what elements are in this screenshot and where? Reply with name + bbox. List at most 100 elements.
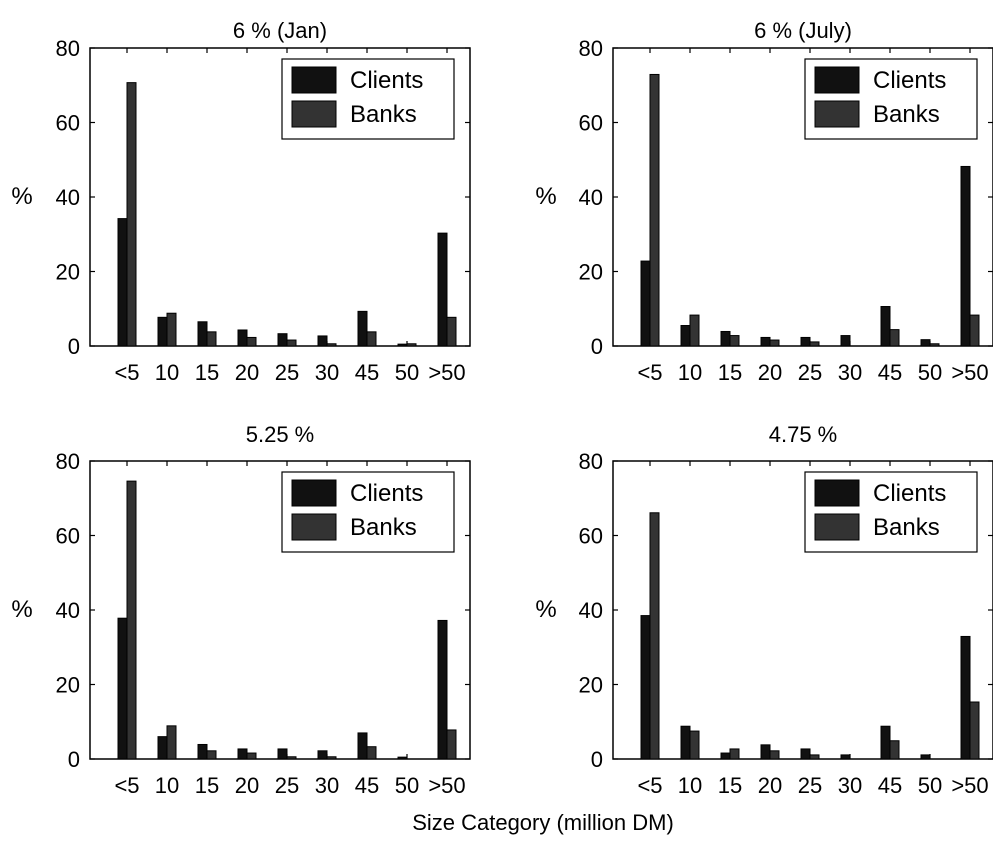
bar-clients-8 (920, 754, 931, 760)
chart-panel-2: 6 % (July)% 0 20 40 60 80 <5 10 15 20 25 30 45 50 >50 C… (535, 18, 993, 385)
legend-swatch-banks (291, 100, 337, 128)
chart-title: 6 % (July) (754, 18, 852, 43)
chart-title: 6 % (Jan) (233, 18, 327, 43)
bar-clients-1 (640, 615, 651, 760)
bar-clients-4 (760, 336, 771, 347)
x-tick-label: 50 (395, 773, 419, 798)
bar-clients-5 (277, 748, 288, 760)
y-tick-label: 60 (56, 524, 80, 549)
legend-swatch-clients (814, 66, 860, 94)
legend: Clients Banks (804, 58, 978, 140)
bar-clients-3 (197, 743, 208, 760)
y-tick-label: 0 (68, 747, 80, 772)
bar-clients-5 (277, 333, 288, 347)
y-tick-label: 60 (579, 524, 603, 549)
bar-clients-2 (680, 725, 691, 760)
legend: Clients Banks (281, 58, 455, 140)
x-tick-label: <5 (114, 773, 139, 798)
y-tick-label: 80 (56, 36, 80, 61)
bar-clients-5 (800, 336, 811, 347)
x-tick-label: 25 (798, 773, 822, 798)
bar-banks-4 (246, 336, 257, 347)
legend-label-banks: Banks (350, 514, 417, 541)
x-tick-label: >50 (428, 773, 465, 798)
y-tick-label: 80 (579, 36, 603, 61)
y-tick-label: 40 (56, 598, 80, 623)
y-axis-label: % (11, 183, 32, 210)
bar-banks-9 (969, 314, 980, 347)
x-tick-label: 30 (315, 773, 339, 798)
bar-banks-7 (889, 740, 900, 760)
bar-banks-5 (286, 339, 297, 347)
legend-label-banks: Banks (873, 514, 940, 541)
x-tick-label: 50 (395, 360, 419, 385)
legend-swatch-banks (814, 100, 860, 128)
bar-banks-5 (286, 756, 297, 760)
chart-title: 5.25 % (246, 422, 315, 447)
bar-clients-6 (317, 335, 328, 347)
bar-banks-3 (206, 750, 217, 760)
figure-x-axis-label: Size Category (million DM) (412, 810, 674, 835)
bar-banks-3 (206, 331, 217, 347)
legend-label-clients: Clients (873, 67, 946, 94)
y-tick-label: 20 (579, 260, 603, 285)
x-tick-label: 45 (878, 360, 902, 385)
legend-swatch-clients (291, 479, 337, 507)
bar-banks-9 (969, 701, 980, 760)
bar-banks-5 (809, 341, 820, 347)
bar-banks-4 (769, 339, 780, 347)
bar-banks-8 (929, 343, 940, 347)
legend-swatch-banks (291, 513, 337, 541)
y-tick-label: 40 (579, 598, 603, 623)
legend-swatch-clients (291, 66, 337, 94)
x-tick-label: 20 (758, 360, 782, 385)
y-axis-label: % (535, 596, 556, 623)
legend-label-banks: Banks (350, 101, 417, 128)
bar-clients-7 (880, 306, 891, 347)
x-tick-label: 10 (155, 360, 179, 385)
bar-banks-7 (889, 329, 900, 347)
y-tick-label: 20 (56, 673, 80, 698)
legend: Clients Banks (281, 471, 455, 553)
bar-clients-4 (237, 329, 248, 347)
bar-clients-5 (800, 748, 811, 760)
bar-clients-9 (960, 635, 971, 760)
x-tick-label: 10 (678, 773, 702, 798)
bar-clients-1 (117, 218, 128, 347)
bar-clients-6 (317, 750, 328, 760)
y-tick-label: 80 (56, 449, 80, 474)
bar-banks-2 (689, 730, 700, 760)
bar-clients-7 (880, 725, 891, 760)
bar-banks-2 (166, 725, 177, 760)
chart-title: 4.75 % (769, 422, 838, 447)
y-tick-label: 40 (56, 185, 80, 210)
y-axis-label: % (11, 596, 32, 623)
x-tick-label: 20 (758, 773, 782, 798)
y-tick-label: 0 (591, 334, 603, 359)
bar-banks-5 (809, 754, 820, 760)
x-tick-label: 50 (918, 773, 942, 798)
y-tick-label: 20 (579, 673, 603, 698)
x-tick-label: <5 (637, 360, 662, 385)
bar-banks-2 (166, 312, 177, 347)
y-tick-label: 20 (56, 260, 80, 285)
bar-banks-4 (246, 752, 257, 760)
x-tick-label: 20 (235, 773, 259, 798)
bar-clients-8 (920, 339, 931, 347)
bar-clients-4 (237, 748, 248, 760)
bar-clients-6 (840, 335, 851, 347)
bar-banks-6 (326, 756, 337, 760)
chart-panel-3: 5.25 %% 0 20 40 60 80 <5 10 15 20 25 30 45 50 >50 Clien… (11, 422, 471, 798)
bar-banks-7 (366, 746, 377, 760)
legend-label-clients: Clients (350, 67, 423, 94)
bar-banks-3 (729, 748, 740, 760)
bar-clients-8 (397, 343, 408, 347)
bar-banks-3 (729, 335, 740, 347)
bar-banks-2 (689, 314, 700, 347)
legend-label-clients: Clients (873, 480, 946, 507)
bar-clients-1 (117, 617, 128, 760)
bar-clients-3 (720, 752, 731, 760)
bar-banks-1 (126, 82, 137, 347)
x-tick-label: 15 (195, 773, 219, 798)
bar-clients-3 (197, 321, 208, 347)
